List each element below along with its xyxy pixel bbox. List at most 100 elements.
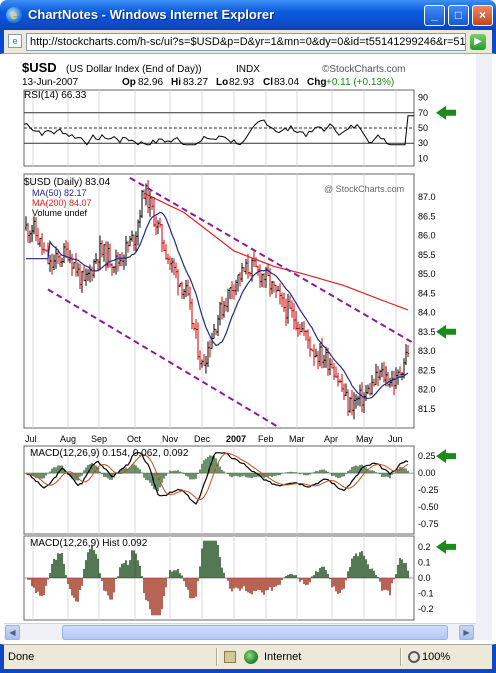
cl-label: Cl: [263, 77, 273, 88]
ie-logo-icon: e: [6, 7, 22, 23]
rsi-tick-label: 10: [418, 153, 428, 163]
rsi-tick-label: 70: [418, 108, 428, 118]
security-zone: Internet: [264, 651, 302, 663]
hist-tick-label: 0.0: [418, 573, 431, 583]
security-icon: [224, 651, 236, 663]
macd-tick-label: -0.50: [418, 502, 439, 512]
month-tick-label: Mar: [289, 434, 305, 444]
chart-watermark: ©StockCharts.com: [322, 64, 406, 75]
window-title: ChartNotes - Windows Internet Explorer: [28, 7, 275, 22]
price-tick-label: 85.5: [418, 250, 436, 260]
macd-tick-label: -0.25: [418, 485, 439, 495]
price-legend: $USD (Daily) 83.04: [24, 177, 111, 188]
status-separator: [400, 648, 402, 666]
scroll-right-arrow-icon[interactable]: ▶: [459, 625, 474, 640]
hi-label: Hi: [171, 77, 181, 88]
rsi-arrow-icon: [436, 105, 456, 120]
price-tick-label: 83.5: [418, 327, 436, 337]
scroll-left-arrow-icon[interactable]: ◀: [5, 625, 20, 640]
zoom-icon[interactable]: [408, 651, 420, 663]
chart-marks: [23, 105, 456, 616]
macd-arrow-icon: [436, 449, 456, 464]
price-tick-label: 81.5: [418, 404, 436, 414]
scroll-thumb[interactable]: [62, 625, 448, 640]
month-tick-label: Aug: [60, 434, 76, 444]
op-value: 82.96: [138, 77, 163, 88]
chg-value: +0.11 (+0.13%): [326, 77, 394, 88]
chart-description: (US Dollar Index (End of Day)): [66, 64, 202, 75]
minimize-button[interactable]: _: [424, 5, 445, 26]
hist-tick-label: -0.1: [418, 589, 434, 599]
macd-tick-label: 0.25: [418, 451, 436, 461]
address-bar: e http://stockcharts.com/h-sc/ui?s=$USD&…: [0, 30, 496, 54]
maximize-button[interactable]: □: [448, 5, 469, 26]
chart-ticks: Jul Aug Sep Oct Nov Dec 2007 Mar Apr May Jun Feb 10 3…: [25, 93, 439, 615]
month-tick-label: Nov: [162, 434, 179, 444]
month-tick-label: Jul: [25, 434, 37, 444]
month-tick-label: Oct: [127, 434, 142, 444]
month-tick-label: May: [356, 434, 374, 444]
page-content: $USD (US Dollar Index (End of Day)) INDX…: [4, 54, 492, 644]
cl-value: 83.04: [274, 77, 299, 88]
ma50-line: [26, 211, 409, 399]
price-arrow-icon: [436, 324, 456, 339]
price-tick-label: 84.5: [418, 288, 436, 298]
op-label: Op: [122, 77, 136, 88]
chart-symbol: $USD: [22, 60, 57, 75]
chart-exchange: INDX: [236, 64, 260, 75]
price-tick-label: 86.0: [418, 231, 436, 241]
chg-label: Chg: [307, 77, 326, 88]
hi-value: 83.27: [183, 77, 208, 88]
chart-grid: [24, 90, 414, 620]
status-text: Done: [8, 651, 35, 663]
hist-arrow-icon: [436, 539, 456, 554]
main-watermark: @ StockCharts.com: [324, 184, 404, 194]
price-tick-label: 83.0: [418, 346, 436, 356]
month-tick-label: Apr: [324, 434, 338, 444]
hist-tick-label: 0.2: [418, 542, 431, 552]
chart-date: 13-Jun-2007: [22, 77, 79, 88]
close-button[interactable]: ×: [472, 5, 493, 26]
url-field[interactable]: http://stockcharts.com/h-sc/ui?s=$USD&p=…: [26, 33, 466, 51]
macd-signal-line: [25, 452, 409, 501]
go-arrow-icon[interactable]: ▶: [470, 34, 486, 50]
volume-legend: Volume undef: [32, 208, 88, 218]
rsi-tick-label: 50: [418, 123, 428, 133]
rsi-tick-label: 30: [418, 138, 428, 148]
status-bar: Done Internet 100%: [0, 644, 496, 673]
ma200-legend: MA(200) 84.07: [32, 198, 92, 208]
macd-label: MACD(12,26,9) 0.154, 0.062, 0.092: [30, 448, 189, 459]
window-titlebar: e ChartNotes - Windows Internet Explorer…: [0, 0, 496, 30]
vertical-scrollbar[interactable]: [476, 54, 492, 640]
rsi-tick-label: 90: [418, 93, 428, 103]
lo-value: 82.93: [229, 77, 254, 88]
macd-line: [25, 452, 409, 505]
price-tick-label: 87.0: [418, 192, 436, 202]
price-tick-label: 82.0: [418, 385, 436, 395]
stock-chart: $USD (US Dollar Index (End of Day)) INDX…: [22, 60, 456, 621]
ma50-legend: MA(50) 82.17: [32, 188, 87, 198]
hist-tick-label: 0.1: [418, 557, 431, 567]
price-tick-label: 86.5: [418, 211, 436, 221]
hist-tick-label: -0.2: [418, 604, 434, 614]
macd-tick-label: 0.00: [418, 468, 436, 478]
panel-frame: [23, 445, 415, 535]
month-tick-label: Dec: [194, 434, 211, 444]
zoom-level[interactable]: 100%: [422, 651, 451, 663]
price-tick-label: 84.0: [418, 308, 436, 318]
rsi-label: RSI(14) 66.33: [24, 90, 87, 101]
lo-label: Lo: [216, 77, 228, 88]
month-tick-label: Jun: [388, 434, 403, 444]
status-separator: [216, 648, 218, 666]
month-tick-label: Sep: [91, 434, 107, 444]
horizontal-scrollbar[interactable]: ◀ ▶: [4, 623, 476, 640]
rsi-line: [23, 115, 414, 146]
macd-tick-label: -0.75: [418, 519, 439, 529]
month-tick-label: 2007: [226, 434, 246, 444]
globe-icon: [244, 650, 258, 664]
price-tick-label: 85.0: [418, 269, 436, 279]
month-tick-label: Feb: [258, 434, 274, 444]
upper-trendline: [129, 176, 415, 345]
hist-label: MACD(12,26,9) Hist 0.092: [30, 538, 148, 549]
page-icon: e: [8, 34, 22, 48]
